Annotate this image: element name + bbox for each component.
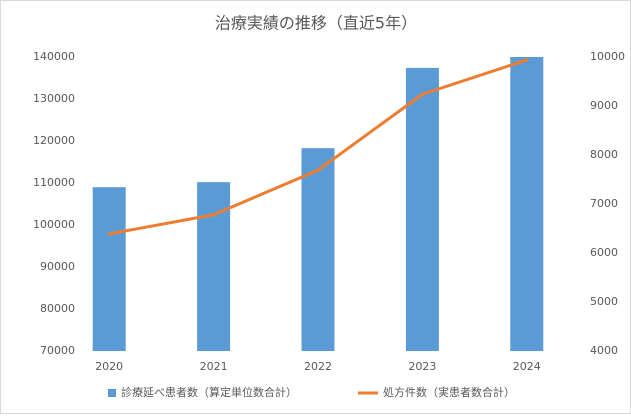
- legend-label: 診療延べ患者数（算定単位数合計）: [121, 385, 297, 399]
- y-tick-label: 130000: [33, 92, 75, 105]
- y2-tick-label: 9000: [590, 99, 618, 112]
- bar: [405, 67, 439, 352]
- y-tick-label: 140000: [33, 50, 75, 63]
- legend-swatch: [108, 389, 116, 397]
- y2-tick-label: 8000: [590, 148, 618, 161]
- y-tick-label: 70000: [40, 344, 75, 357]
- bar: [92, 187, 126, 351]
- bar: [510, 57, 544, 351]
- x-tick-label: 2021: [200, 360, 228, 373]
- chart-title: 治療実績の推移（直近5年）: [215, 14, 417, 33]
- y-tick-label: 110000: [33, 176, 75, 189]
- bar: [197, 182, 231, 351]
- y-tick-label: 90000: [40, 260, 75, 273]
- y-tick-label: 120000: [33, 134, 75, 147]
- y-tick-label: 80000: [40, 302, 75, 315]
- y-tick-label: 100000: [33, 218, 75, 231]
- bar: [301, 148, 335, 351]
- x-tick-label: 2022: [304, 360, 332, 373]
- y2-tick-label: 6000: [590, 246, 618, 259]
- y2-tick-label: 10000: [590, 50, 625, 63]
- x-tick-label: 2023: [408, 360, 436, 373]
- legend-label: 処方件数（実患者数合計）: [383, 385, 515, 399]
- y2-tick-label: 4000: [590, 344, 618, 357]
- y2-tick-label: 5000: [590, 295, 618, 308]
- y2-tick-label: 7000: [590, 197, 618, 210]
- line: [107, 58, 529, 236]
- x-tick-label: 2020: [95, 360, 123, 373]
- x-tick-label: 2024: [513, 360, 541, 373]
